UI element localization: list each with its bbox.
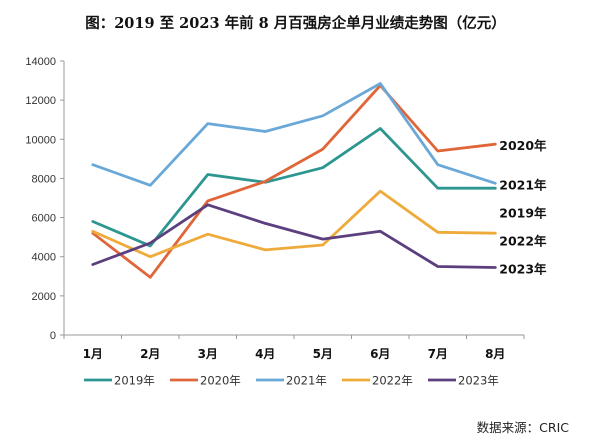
y-tick-label: 4000 <box>32 252 56 264</box>
x-tick-label: 2月 <box>140 347 160 361</box>
x-tick-label: 3月 <box>198 347 218 361</box>
series-line-2021年 <box>91 82 497 187</box>
y-tick-label: 2000 <box>32 291 56 303</box>
y-tick-label: 14000 <box>25 56 56 68</box>
x-tick-label: 8月 <box>485 347 505 361</box>
series-line-2019年 <box>91 127 497 248</box>
series-line-2022年 <box>91 189 497 259</box>
end-label-2019年: 2019年 <box>499 205 547 220</box>
y-tick-label: 6000 <box>32 213 56 225</box>
y-tick-label: 12000 <box>25 95 56 107</box>
x-tick-label: 5月 <box>313 347 333 361</box>
y-tick-label: 10000 <box>25 134 56 146</box>
end-label-2020年: 2020年 <box>499 138 547 153</box>
end-label-2021年: 2021年 <box>499 177 547 192</box>
legend-label-2019年: 2019年 <box>114 374 155 388</box>
data-source-note: 数据来源：CRIC <box>476 420 569 435</box>
series-line-2020年 <box>91 84 497 279</box>
legend-label-2023年: 2023年 <box>458 374 499 388</box>
x-tick-label: 4月 <box>255 347 275 361</box>
chart-axes: 0 2000 4000 6000 8000 10000 12000 14000 1月 2月 3月 4月… <box>25 56 525 361</box>
chart-title: 图：2019 至 2023 年前 8 月百强房企单月业绩走势图（亿元） <box>85 15 506 32</box>
y-tick-label: 0 <box>50 330 56 342</box>
legend-label-2020年: 2020年 <box>200 374 241 388</box>
end-label-2022年: 2022年 <box>499 233 547 248</box>
series-end-labels: 2020年 2021年 2019年 2022年 2023年 <box>499 138 547 276</box>
y-tick-label: 8000 <box>32 173 56 185</box>
series-line-2023年 <box>91 203 497 269</box>
x-tick-label: 1月 <box>83 347 103 361</box>
end-label-2023年: 2023年 <box>499 261 547 276</box>
chart-legend: 2019年 2020年 2021年 2022年 2023年 <box>84 374 499 388</box>
x-tick-label: 7月 <box>428 347 448 361</box>
x-tick-label: 6月 <box>370 347 390 361</box>
legend-label-2022年: 2022年 <box>372 374 413 388</box>
series-lines <box>91 82 497 279</box>
legend-label-2021年: 2021年 <box>286 374 327 388</box>
